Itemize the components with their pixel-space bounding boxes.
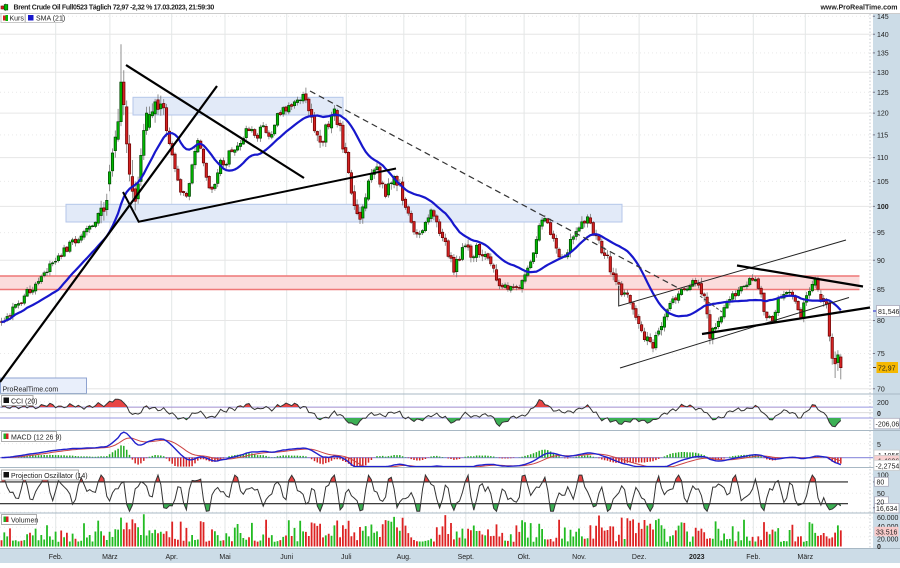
svg-text:85: 85 xyxy=(877,287,885,294)
svg-text:105: 105 xyxy=(877,179,889,186)
svg-text:81,546: 81,546 xyxy=(878,309,900,316)
svg-text:135: 135 xyxy=(877,51,889,58)
svg-text:ProRealTime.com: ProRealTime.com xyxy=(3,386,59,393)
svg-text:90: 90 xyxy=(877,258,885,265)
svg-text:CCI (20): CCI (20) xyxy=(11,399,37,406)
svg-text:72,97: 72,97 xyxy=(878,366,896,373)
svg-text:-2,2754: -2,2754 xyxy=(876,463,900,470)
svg-text:März: März xyxy=(798,554,814,561)
svg-text:75: 75 xyxy=(877,351,885,358)
svg-text:80: 80 xyxy=(877,480,885,487)
svg-text:Volumen: Volumen xyxy=(11,518,38,525)
svg-text:2023: 2023 xyxy=(689,554,705,561)
svg-text:145: 145 xyxy=(877,14,889,21)
svg-text:März: März xyxy=(102,554,118,561)
svg-text:110: 110 xyxy=(877,155,888,162)
svg-text:60.000: 60.000 xyxy=(877,515,899,522)
svg-text:Juni: Juni xyxy=(280,554,293,561)
svg-text:140: 140 xyxy=(877,32,889,39)
svg-text:Feb.: Feb. xyxy=(49,554,63,561)
svg-text:100: 100 xyxy=(877,204,889,211)
svg-text:Mai: Mai xyxy=(219,554,231,561)
svg-text:70: 70 xyxy=(877,386,885,393)
svg-text:Sept.: Sept. xyxy=(458,554,474,561)
svg-text:130: 130 xyxy=(877,70,889,77)
svg-text:Aug.: Aug. xyxy=(397,554,411,561)
svg-text:20: 20 xyxy=(877,499,885,506)
svg-text:0: 0 xyxy=(877,544,881,551)
svg-text:Juli: Juli xyxy=(341,554,352,561)
svg-text:Projection Oszillator (14): Projection Oszillator (14) xyxy=(11,473,88,480)
svg-text:Dez.: Dez. xyxy=(632,554,646,561)
svg-text:16,634: 16,634 xyxy=(876,506,898,513)
svg-text:SMA (21): SMA (21) xyxy=(36,16,65,23)
svg-text:Apr.: Apr. xyxy=(165,554,178,561)
svg-text:200: 200 xyxy=(877,400,889,407)
svg-text:115: 115 xyxy=(877,133,888,140)
svg-text:5: 5 xyxy=(877,442,881,449)
svg-text:50: 50 xyxy=(877,491,885,498)
svg-text:Kurs: Kurs xyxy=(10,16,25,23)
svg-text:80: 80 xyxy=(877,318,885,325)
svg-text:125: 125 xyxy=(877,90,889,97)
svg-text:Nov.: Nov. xyxy=(572,554,586,561)
svg-text:95: 95 xyxy=(877,230,885,237)
svg-text:Brent Crude Oil Full0523 Tägli: Brent Crude Oil Full0523 Täglich 72,97 -… xyxy=(14,5,215,12)
svg-text:20.000: 20.000 xyxy=(877,537,899,544)
svg-text:0: 0 xyxy=(877,411,881,418)
svg-text:33.516: 33.516 xyxy=(876,529,898,536)
svg-text:MACD (12 26 9): MACD (12 26 9) xyxy=(11,435,62,442)
svg-text:www.ProRealTime.com: www.ProRealTime.com xyxy=(819,5,897,12)
svg-text:120: 120 xyxy=(877,111,889,118)
svg-text:100: 100 xyxy=(877,473,889,480)
svg-text:-206,06: -206,06 xyxy=(876,422,900,429)
svg-text:Okt.: Okt. xyxy=(518,554,531,561)
svg-text:Feb.: Feb. xyxy=(746,554,760,561)
